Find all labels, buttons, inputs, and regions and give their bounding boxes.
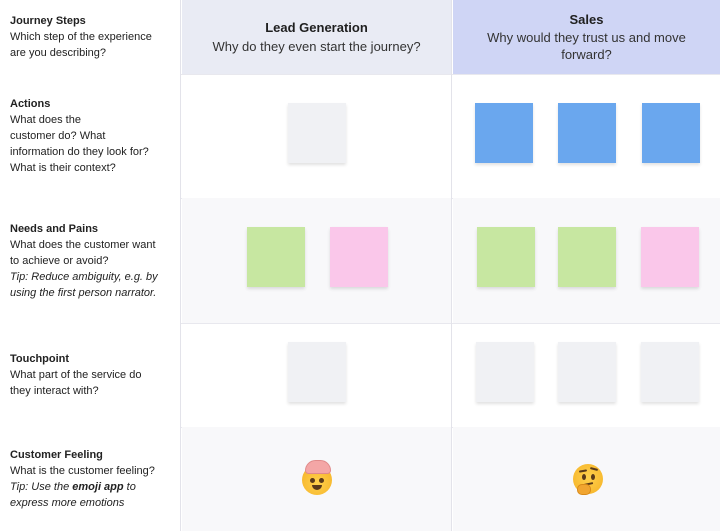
journey-steps-title: Journey Steps [10, 15, 86, 27]
lead-generation-subtitle: Why do they even start the journey? [212, 38, 421, 54]
sales-header[interactable]: Sales Why would they trust us and move f… [453, 0, 720, 74]
needs-pains-title: Needs and Pains [10, 222, 99, 235]
sticky-note[interactable] [475, 103, 533, 163]
brain-shape [305, 460, 331, 474]
customer-feeling-title: Customer Feeling [10, 449, 103, 461]
sticky-note[interactable] [641, 342, 699, 402]
tip-suffix: to express more emotions [10, 481, 136, 509]
needs-pains-desc: What does the customer want to achieve o… [10, 238, 156, 267]
touchpoint-row: Touchpoint What part of the service do t… [0, 323, 720, 428]
lead-generation-header[interactable]: Lead Generation Why do they even start t… [182, 0, 452, 74]
sticky-note[interactable] [558, 342, 616, 402]
needs-lead-cell[interactable] [182, 198, 452, 323]
needs-pains-tip: Tip: Reduce ambiguity, e.g. by using the… [10, 270, 158, 299]
sticky-note[interactable] [642, 103, 700, 163]
feeling-sales-cell[interactable] [453, 427, 720, 531]
hand-on-chin [577, 484, 591, 495]
thinking-face-emoji-icon[interactable] [573, 464, 603, 495]
touchpoint-sales-cell[interactable] [453, 323, 720, 427]
sticky-note[interactable] [247, 227, 305, 287]
actions-sales-cell[interactable] [453, 74, 720, 198]
mouth [312, 485, 322, 490]
eye-left [582, 474, 586, 480]
needs-pains-row: Needs and Pains What does the customer w… [0, 198, 720, 324]
customer-feeling-desc: What is the customer feeling? [10, 465, 155, 477]
eye-right [591, 474, 595, 480]
sticky-note[interactable] [330, 227, 388, 287]
eye-left [310, 478, 315, 483]
sticky-note[interactable] [288, 103, 346, 163]
customer-feeling-tip: Tip: Use the emoji app to express more e… [10, 479, 180, 511]
sticky-note[interactable] [288, 342, 346, 402]
touchpoint-lead-cell[interactable] [182, 323, 452, 427]
brow-right [589, 466, 599, 472]
lead-generation-title: Lead Generation [265, 19, 368, 35]
tip-prefix: Tip: Use the [10, 481, 73, 493]
sales-title: Sales [569, 11, 604, 27]
sticky-note[interactable] [476, 342, 534, 402]
needs-sales-cell[interactable] [453, 198, 720, 323]
actions-desc: What does the customer do? What informat… [10, 114, 149, 174]
mind-blown-emoji-icon[interactable] [302, 460, 332, 495]
touchpoint-title: Touchpoint [10, 353, 70, 365]
sales-subtitle: Why would they trust us and move forward… [487, 29, 686, 62]
brow-left [578, 469, 588, 473]
needs-pains-label-cell: Needs and Pains What does the customer w… [0, 198, 181, 323]
journey-steps-desc: Which step of the experience are you des… [10, 31, 152, 59]
emoji-app-link[interactable]: emoji app [72, 481, 124, 493]
sticky-note[interactable] [558, 103, 616, 163]
sticky-note[interactable] [477, 227, 535, 287]
customer-feeling-label-cell: Customer Feeling What is the customer fe… [0, 427, 181, 531]
customer-feeling-row: Customer Feeling What is the customer fe… [0, 427, 720, 531]
touchpoint-desc: What part of the service do they interac… [10, 369, 142, 397]
feeling-lead-cell[interactable] [182, 427, 452, 531]
actions-lead-cell[interactable] [182, 74, 452, 198]
sticky-note[interactable] [641, 227, 699, 287]
actions-row: Actions What does the customer do? What … [0, 74, 720, 199]
actions-title: Actions [10, 98, 51, 110]
journey-steps-label-cell: Journey Steps Which step of the experien… [0, 0, 181, 74]
actions-label-cell: Actions What does the customer do? What … [0, 74, 181, 198]
journey-steps-row: Journey Steps Which step of the experien… [0, 0, 720, 75]
eye-right [319, 478, 324, 483]
sticky-note[interactable] [558, 227, 616, 287]
touchpoint-label-cell: Touchpoint What part of the service do t… [0, 323, 181, 427]
